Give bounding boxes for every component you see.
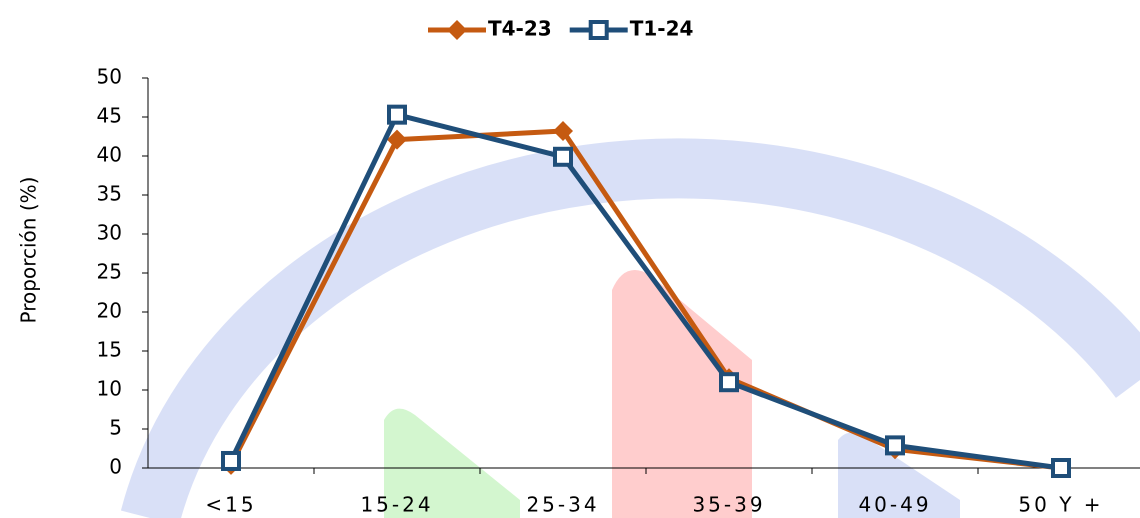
legend-label: T1-24 <box>630 17 694 41</box>
x-tick-label: 35-39 <box>692 493 765 517</box>
y-tick-label: 50 <box>97 65 122 89</box>
y-tick-label: 10 <box>97 377 122 401</box>
y-tick-label: 40 <box>97 143 122 167</box>
y-tick-label: 25 <box>97 260 122 284</box>
y-tick-label: 0 <box>109 455 122 479</box>
y-tick-label: 45 <box>97 104 122 128</box>
marker <box>719 372 739 393</box>
series-line <box>228 128 1062 471</box>
marker <box>885 435 905 456</box>
y-tick-label: 35 <box>97 182 122 206</box>
x-tick-label: <15 <box>205 493 256 517</box>
series-line <box>228 112 1062 471</box>
marker <box>553 121 573 142</box>
legend-label: T4-23 <box>488 17 552 41</box>
background-decoration <box>120 138 1140 518</box>
marker <box>387 129 407 150</box>
y-tick-label: 5 <box>109 416 122 440</box>
y-tick-label: 30 <box>97 221 122 245</box>
x-tick-label: 40-49 <box>858 493 931 517</box>
legend-marker <box>588 20 609 40</box>
marker <box>553 146 573 167</box>
x-tick-label: 15-24 <box>360 493 433 517</box>
marker <box>1051 458 1071 478</box>
legend-marker <box>447 20 467 40</box>
y-axis-label: Proporción (%) <box>17 177 41 324</box>
marker <box>221 450 241 471</box>
y-tick-label: 20 <box>97 299 122 323</box>
x-tick-label: 50 Y + <box>1018 493 1103 517</box>
y-tick-label: 15 <box>97 338 122 362</box>
x-tick-label: 25-34 <box>526 493 599 517</box>
marker <box>387 104 407 125</box>
